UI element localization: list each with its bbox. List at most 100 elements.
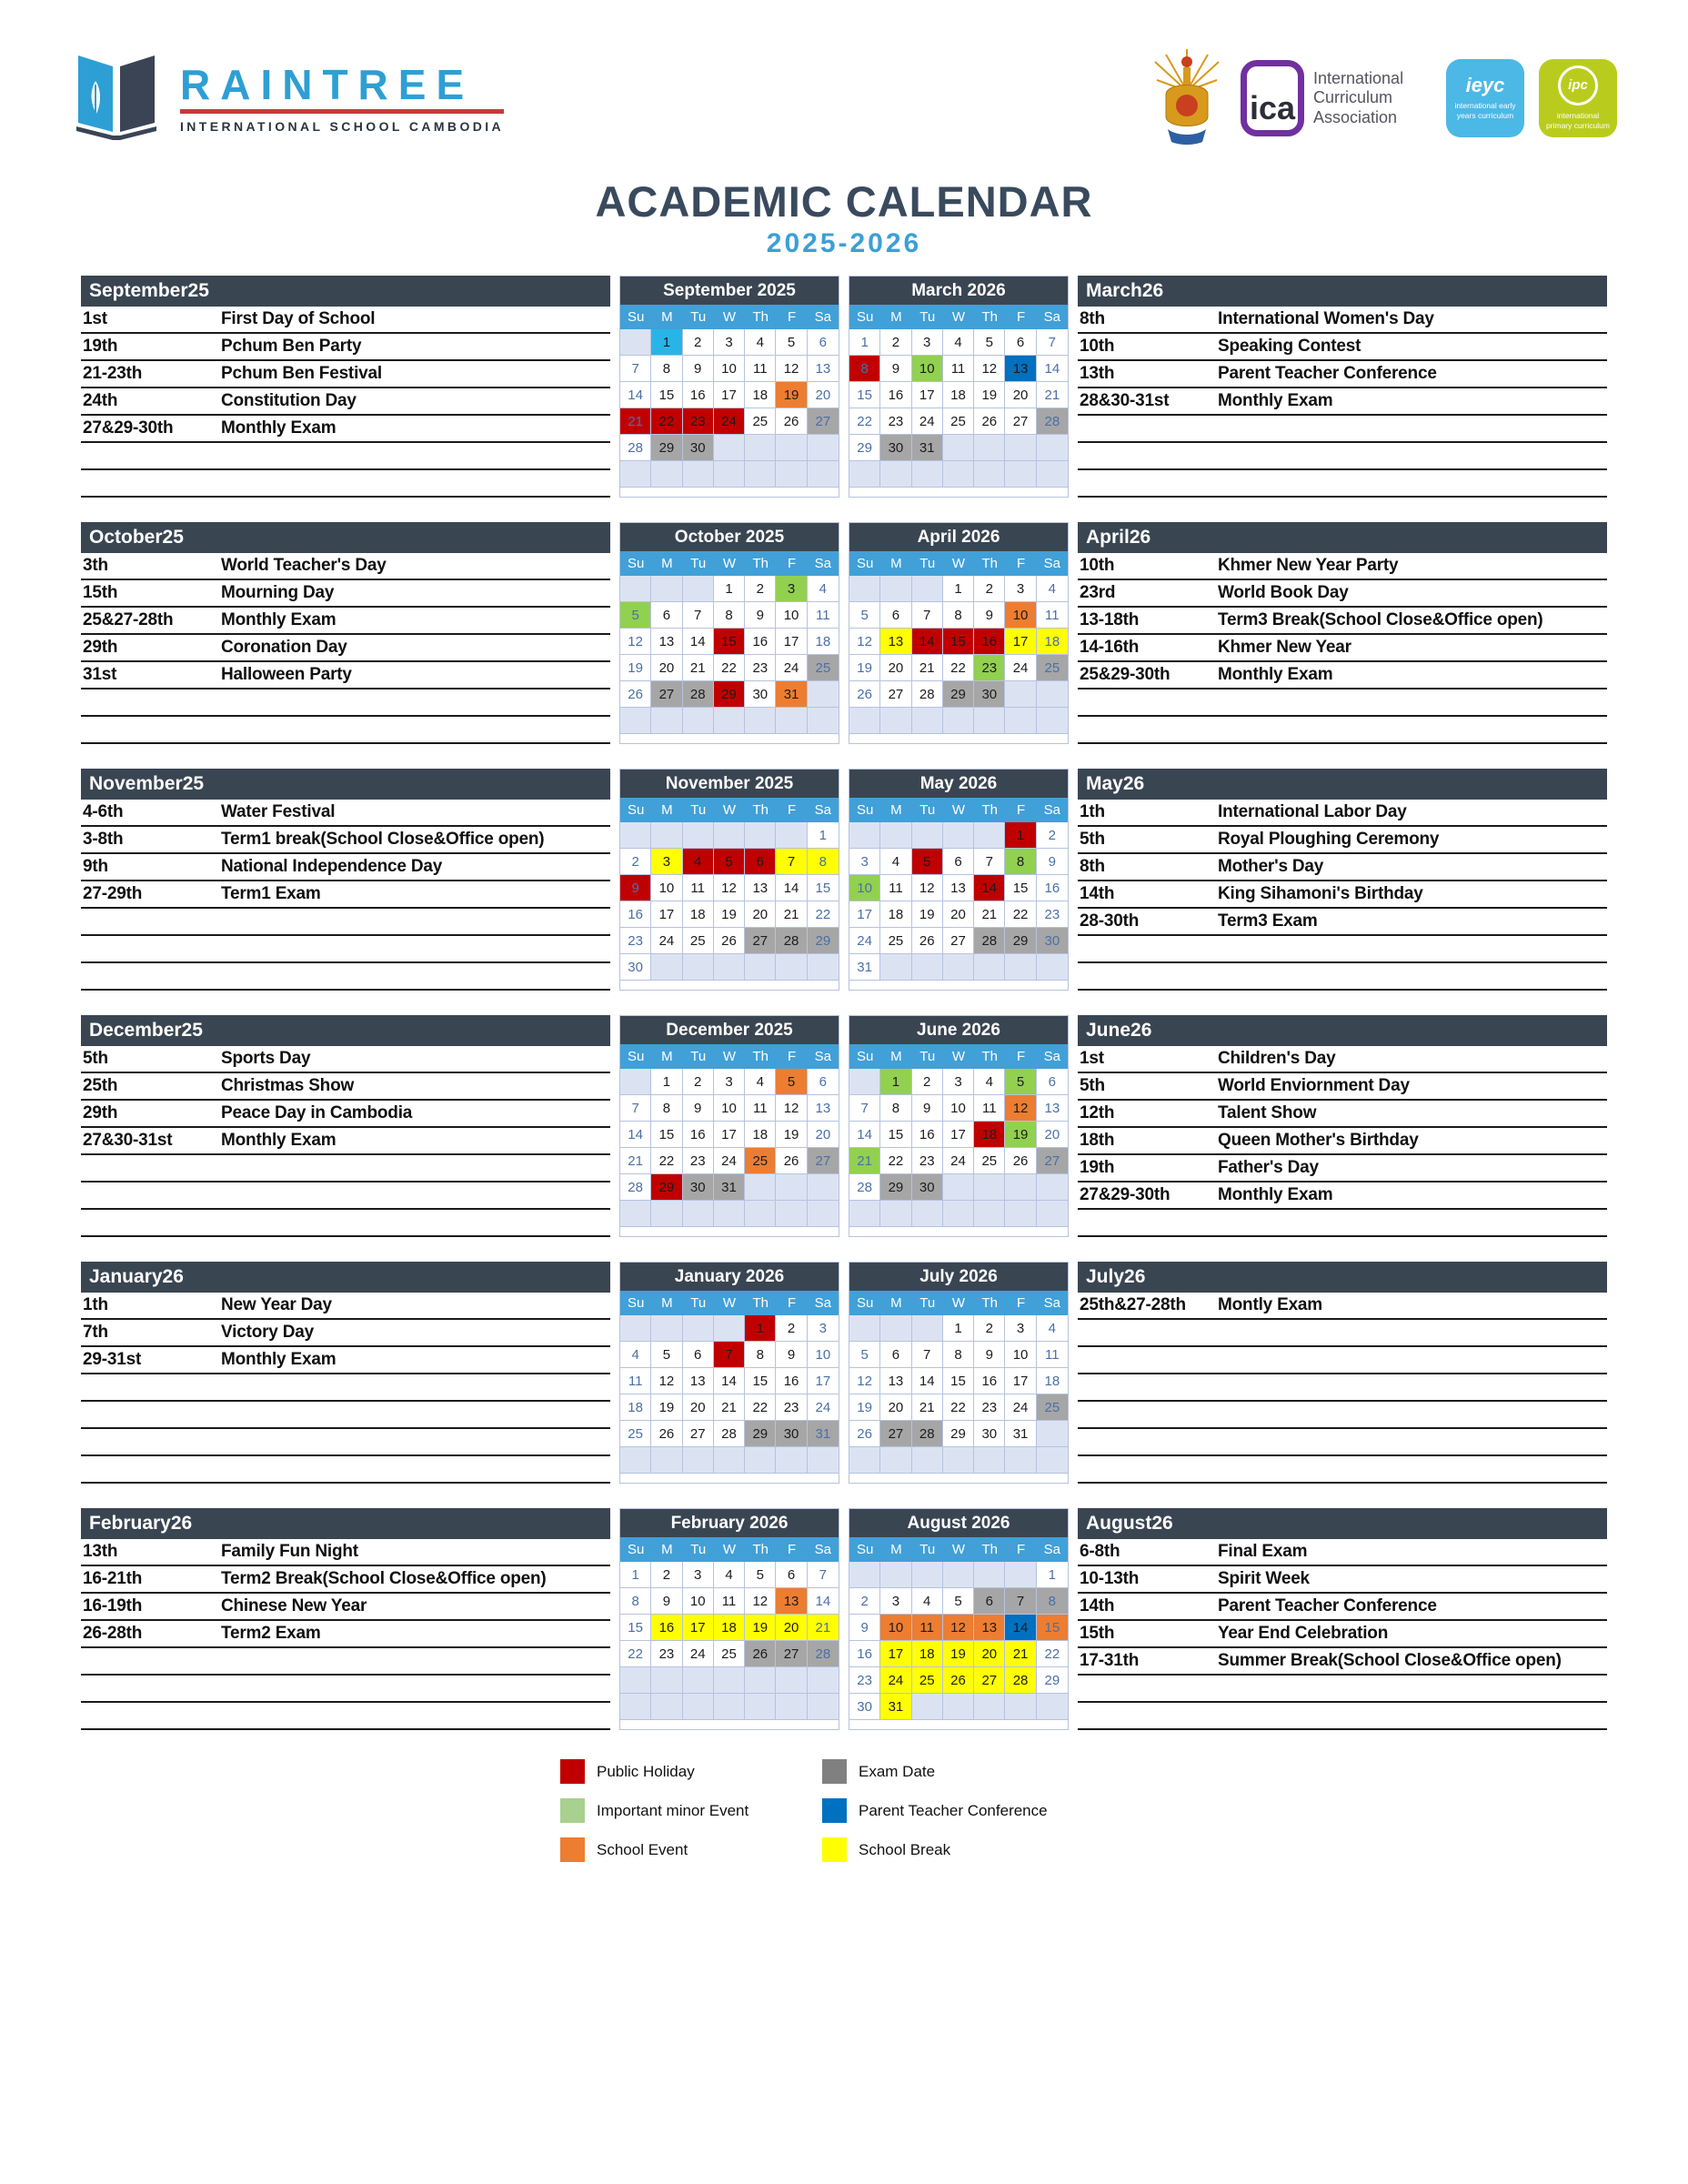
day-cell: 31: [849, 954, 881, 981]
day-cell: [682, 1315, 714, 1342]
day-cell: 15: [849, 382, 881, 408]
day-cell: [776, 1667, 808, 1694]
day-cell: 13: [1005, 356, 1037, 382]
day-cell: 3: [1005, 1315, 1037, 1342]
day-cell: [713, 708, 746, 734]
day-cell: 26: [713, 928, 746, 954]
event-name: Water Festival: [221, 802, 336, 821]
panel-title: February26: [81, 1508, 610, 1539]
day-cell: 23: [849, 1667, 881, 1694]
day-cell: 4: [620, 1342, 652, 1368]
event-date: 8th: [1080, 309, 1105, 328]
event-date: 14th: [1080, 884, 1115, 903]
day-cell: 22: [849, 408, 881, 435]
event-date: 10-13th: [1080, 1569, 1140, 1588]
legend-label: Parent Teacher Conference: [859, 1801, 1048, 1819]
week-row: 16 17 18 19 20 21 22: [620, 901, 839, 928]
event-date: 5th: [1080, 830, 1105, 849]
day-cell: [807, 708, 839, 734]
day-cell: [745, 1174, 777, 1201]
day-cell: 10: [849, 875, 881, 901]
day-cell: 6: [880, 1342, 912, 1368]
day-cell: [713, 1315, 746, 1342]
day-of-week-header: Su M Tu W Th F Sa: [849, 1291, 1068, 1315]
day-cell: [911, 461, 943, 488]
page-title: ACADEMIC CALENDAR: [595, 177, 1093, 226]
day-cell: 22: [651, 408, 683, 435]
day-of-week-label: F: [1016, 556, 1026, 571]
event-row: 13th Family Fun Night: [81, 1539, 610, 1566]
day-cell: 9: [974, 1342, 1006, 1368]
day-of-week-label: Su: [627, 1049, 645, 1064]
day-of-week-header: Su M Tu W Th F Sa: [620, 1291, 839, 1315]
day-cell: [620, 822, 652, 849]
day-cell: 28: [911, 681, 943, 708]
day-cell: [1005, 435, 1037, 461]
legend-grid: Public Holiday Important minor Event Schoo…: [560, 1759, 1607, 1862]
day-cell: 18: [713, 1615, 746, 1641]
event-date: 25&27-28th: [83, 610, 174, 629]
day-cell: [880, 1562, 912, 1588]
day-cell: 18: [745, 1122, 777, 1148]
event-date: 1th: [83, 1295, 108, 1314]
logo-divider: [180, 108, 505, 114]
day-cell: 2: [682, 329, 714, 356]
event-row: 16-21th Term2 Break(School Close&Office o…: [81, 1566, 610, 1594]
day-cell: [849, 1201, 881, 1227]
day-cell: 12: [849, 1368, 881, 1394]
week-row: 24 25 26 27 28 29 30: [849, 928, 1068, 954]
event-date: 28-30th: [1080, 911, 1140, 931]
week-row: 30 31: [849, 1694, 1068, 1720]
event-date: 15th: [1080, 1624, 1115, 1643]
event-name: Queen Mother's Birthday: [1218, 1131, 1419, 1150]
day-cell: 14: [911, 629, 943, 655]
day-cell: 23: [620, 928, 652, 954]
event-row: 8th International Women's Day: [1078, 307, 1607, 334]
day-cell: [1036, 954, 1068, 981]
day-cell: [1005, 681, 1037, 708]
day-cell: 3: [1005, 576, 1037, 602]
day-of-week-label: Th: [981, 556, 999, 571]
day-of-week-label: Sa: [814, 556, 832, 571]
day-cell: [651, 822, 683, 849]
accreditation-logos: ica International Curriculum Association…: [1148, 45, 1617, 152]
day-cell: 19: [911, 901, 943, 928]
event-name: International Labor Day: [1218, 802, 1407, 821]
day-of-week-label: F: [1016, 1542, 1026, 1557]
day-cell: 8: [713, 602, 746, 629]
day-cell: 5: [911, 849, 943, 875]
day-of-week-label: M: [890, 1542, 902, 1557]
day-cell: 15: [942, 1368, 975, 1394]
day-cell: 8: [745, 1342, 777, 1368]
event-date: 28&30-31st: [1080, 391, 1170, 410]
calendar-row-block: January26 1th New Year Day 7th Victory Day 29…: [81, 1262, 1607, 1484]
day-cell: [1005, 461, 1037, 488]
day-cell: 24: [807, 1394, 839, 1421]
day-of-week-label: Su: [856, 1049, 874, 1064]
day-of-week-label: F: [787, 1542, 797, 1557]
day-cell: 26: [974, 408, 1006, 435]
event-row: [1078, 1429, 1607, 1456]
day-cell: [974, 461, 1006, 488]
week-row: 15 16 17 18 19 20 21: [620, 1615, 839, 1641]
ieyc-logo: ieyc international early years curriculu…: [1446, 59, 1524, 137]
week-row: [849, 708, 1068, 734]
day-of-week-label: Sa: [1043, 1295, 1061, 1311]
day-cell: 8: [1036, 1588, 1068, 1615]
day-cell: [682, 1447, 714, 1474]
day-cell: 27: [651, 681, 683, 708]
day-cell: [1036, 1447, 1068, 1474]
day-cell: [1005, 954, 1037, 981]
day-of-week-label: Su: [627, 1542, 645, 1557]
day-cell: 10: [911, 356, 943, 382]
day-cell: 1: [713, 576, 746, 602]
event-row: [81, 1155, 610, 1183]
week-row: 26 27 28 29 30 31: [620, 681, 839, 708]
day-cell: 6: [807, 1069, 839, 1095]
ipc-circle-icon: ipc: [1558, 65, 1598, 106]
day-cell: 26: [776, 1148, 808, 1174]
event-row: 28&30-31st Monthly Exam: [1078, 388, 1607, 416]
day-cell: 19: [745, 1615, 777, 1641]
